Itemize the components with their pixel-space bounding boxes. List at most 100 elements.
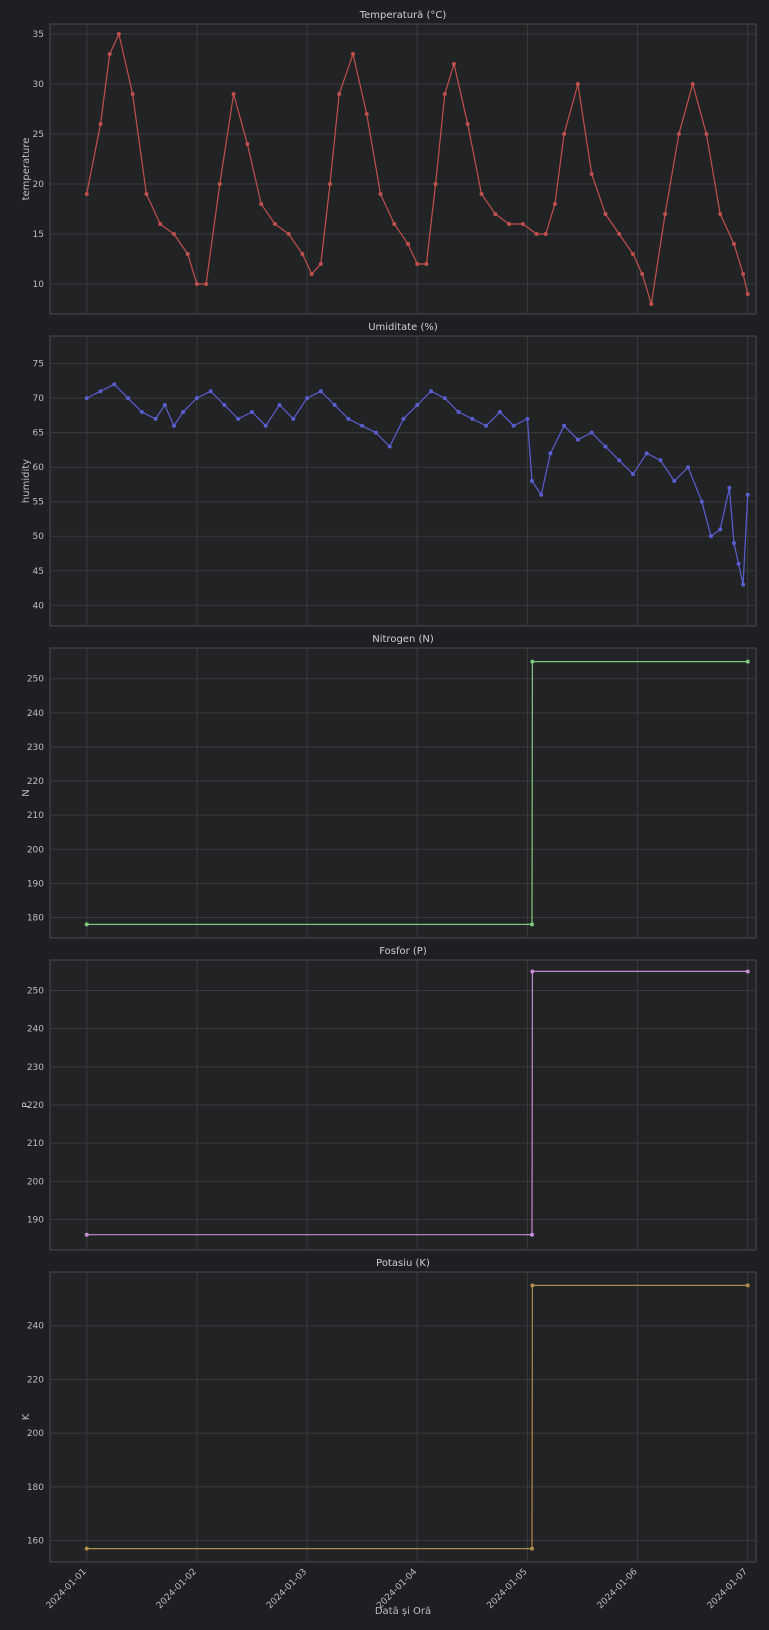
data-point [286, 232, 291, 236]
data-point [318, 389, 323, 394]
data-point [630, 472, 635, 477]
data-point [552, 202, 557, 206]
y-tick-label: 250 [27, 987, 44, 997]
data-point [364, 112, 369, 116]
data-point [84, 192, 89, 196]
data-point [217, 182, 222, 186]
y-axis-label: K [21, 1413, 32, 1420]
data-point [433, 182, 438, 186]
data-point [392, 222, 397, 226]
y-tick-label: 160 [27, 1537, 44, 1547]
data-point [171, 232, 176, 236]
data-point [249, 409, 254, 414]
data-point [603, 212, 608, 216]
data-point [406, 242, 411, 246]
data-point [727, 485, 732, 490]
data-point [603, 444, 608, 449]
plot-area [49, 1271, 757, 1563]
data-point [617, 458, 622, 463]
data-point [337, 92, 342, 96]
data-point [543, 232, 548, 236]
x-tick-label: 2024-01-04 [375, 1567, 419, 1611]
data-point [529, 1232, 534, 1237]
data-point [479, 192, 484, 196]
y-tick-label: 200 [27, 1429, 44, 1439]
data-point [529, 1546, 534, 1551]
data-point [548, 451, 553, 456]
data-point [575, 82, 580, 86]
data-point [346, 416, 351, 421]
data-point [617, 232, 622, 236]
data-point [84, 396, 89, 401]
plot-area [49, 647, 757, 939]
panel-title: Potasiu (K) [376, 1258, 430, 1269]
y-tick-label: 210 [27, 1139, 44, 1149]
data-point [263, 423, 268, 428]
data-point [116, 32, 121, 36]
data-point [530, 1283, 535, 1288]
data-point [741, 272, 746, 276]
y-tick-label: 230 [27, 1063, 44, 1073]
data-point [663, 212, 668, 216]
data-point [470, 416, 475, 421]
data-point [731, 541, 736, 546]
panel-title: Fosfor (P) [379, 946, 427, 957]
data-point [511, 423, 516, 428]
data-point [126, 396, 131, 401]
data-point [387, 444, 392, 449]
data-point [562, 132, 567, 136]
series-line [86, 660, 748, 926]
data-point [194, 282, 199, 286]
data-point [529, 922, 534, 927]
data-point [649, 302, 654, 306]
data-point [245, 142, 250, 146]
series-line [86, 1284, 748, 1550]
y-tick-label: 30 [33, 80, 45, 90]
data-point [589, 172, 594, 176]
y-tick-label: 200 [27, 1177, 44, 1187]
data-point [360, 423, 365, 428]
data-point [520, 222, 525, 226]
y-tick-label: 190 [27, 879, 44, 889]
plot-area [49, 335, 757, 627]
y-axis-label: temperature [21, 138, 32, 201]
data-point [525, 416, 530, 421]
data-point [709, 534, 714, 539]
data-point [644, 451, 649, 456]
data-point [107, 52, 112, 56]
panel-title: Temperatură (°C) [359, 10, 447, 21]
data-point [98, 389, 103, 394]
data-point [442, 396, 447, 401]
data-point [328, 182, 333, 186]
data-point [456, 409, 461, 414]
y-tick-label: 190 [27, 1215, 44, 1225]
data-point [300, 252, 305, 256]
data-point [672, 479, 677, 483]
y-tick-label: 240 [27, 709, 44, 719]
y-tick-label: 40 [33, 601, 45, 611]
data-point [497, 409, 502, 414]
y-tick-label: 220 [27, 777, 44, 787]
y-tick-label: 35 [33, 30, 44, 40]
data-point [539, 492, 544, 497]
data-point [640, 272, 645, 276]
y-tick-label: 75 [33, 360, 44, 370]
data-point [236, 416, 241, 421]
data-point [686, 465, 691, 470]
data-point [534, 232, 539, 236]
data-point [658, 458, 663, 463]
data-point [630, 252, 635, 256]
x-axis-label: Dată și Oră [375, 1606, 431, 1617]
data-point [350, 52, 355, 56]
y-tick-label: 180 [27, 1483, 44, 1493]
panel-4: 190 200 210 220 230 240 250 Fosfor (P) P [21, 946, 757, 1251]
data-point [259, 202, 264, 206]
panel-title: Nitrogen (N) [372, 634, 434, 645]
data-point [429, 389, 434, 394]
y-tick-label: 240 [27, 1025, 44, 1035]
data-point [575, 437, 580, 442]
y-axis-label: N [21, 789, 32, 796]
x-tick-label: 2024-01-07 [706, 1567, 750, 1611]
data-point [718, 527, 723, 532]
data-point [745, 292, 750, 296]
